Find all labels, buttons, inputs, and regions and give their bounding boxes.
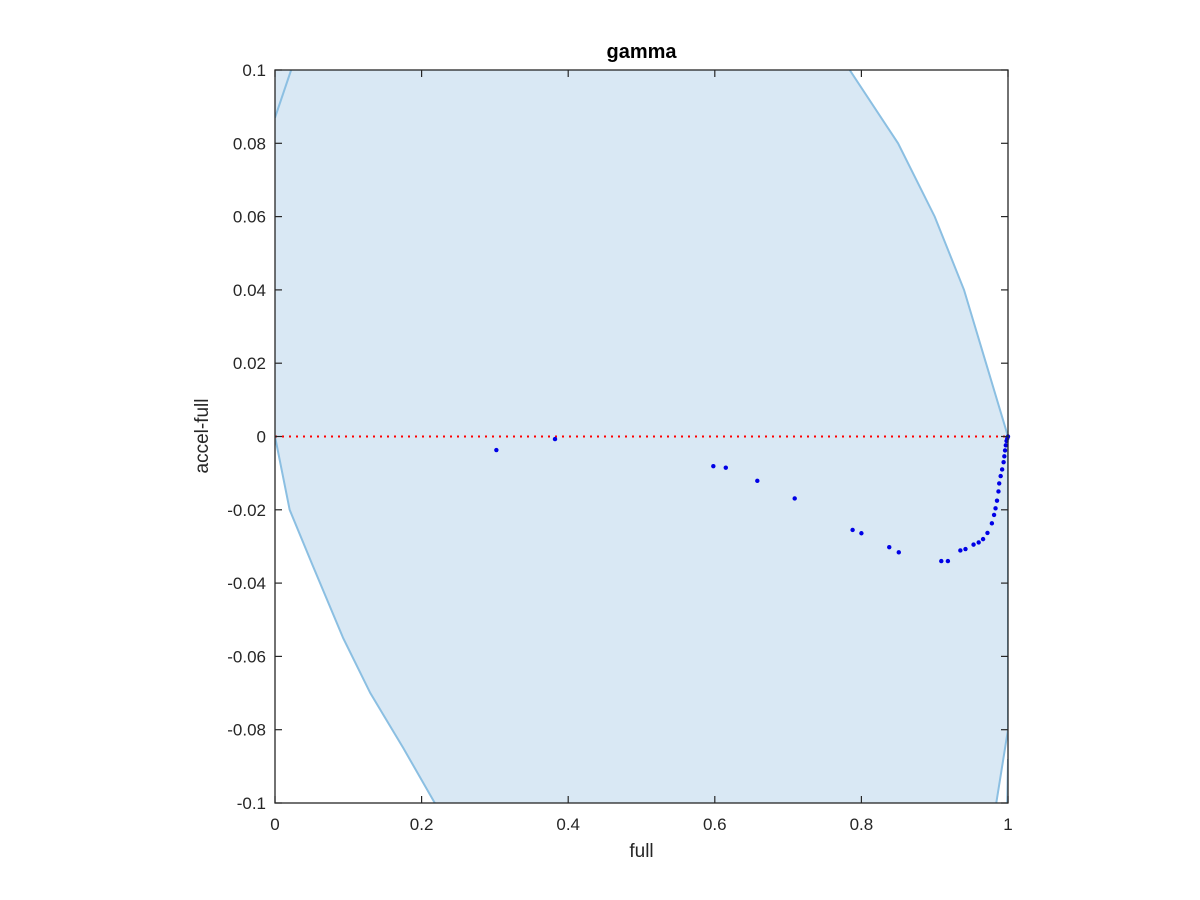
data-point — [850, 527, 855, 533]
data-point — [939, 558, 944, 564]
y-tick-label: -0.04 — [227, 574, 266, 593]
y-tick-label: 0.02 — [233, 354, 266, 373]
data-point — [971, 542, 976, 547]
feasible-region — [275, 70, 1008, 803]
data-point — [887, 544, 892, 550]
data-point — [711, 463, 716, 469]
y-tick-label: 0 — [257, 428, 266, 447]
data-point — [958, 548, 963, 553]
data-point — [976, 540, 981, 545]
chart-title: gamma — [606, 41, 677, 63]
data-point — [792, 496, 797, 501]
data-point — [997, 481, 1002, 486]
y-tick-label: -0.08 — [227, 721, 266, 740]
data-point — [859, 531, 864, 536]
region-left-edge-lower — [275, 436, 436, 803]
data-point — [723, 465, 728, 470]
region-left-edge-upper — [275, 70, 293, 118]
data-point — [980, 536, 986, 542]
data-point — [999, 467, 1005, 472]
data-point — [991, 512, 997, 518]
data-point — [1001, 459, 1006, 465]
y-tick-label: 0.04 — [233, 281, 266, 300]
y-tick-label: 0.08 — [233, 134, 266, 153]
data-point — [1002, 448, 1008, 453]
x-tick-label: 0.8 — [850, 815, 874, 834]
y-tick-label: -0.1 — [237, 794, 266, 813]
data-point — [985, 530, 990, 536]
x-tick-label: 0.4 — [556, 815, 580, 834]
data-point — [945, 558, 951, 564]
data-point — [896, 550, 901, 555]
y-tick-label: -0.02 — [227, 501, 266, 520]
data-point — [755, 478, 760, 484]
x-axis-label: full — [629, 841, 653, 862]
y-tick-label: 0.06 — [233, 208, 266, 227]
data-point — [998, 473, 1003, 479]
data-point — [1002, 454, 1007, 459]
y-ticks: -0.1 -0.08 -0.06 -0.04 -0.02 0 0.02 0.04 0.06 0.0… — [227, 61, 1008, 813]
y-tick-label: -0.06 — [227, 647, 266, 666]
data-point — [552, 436, 558, 442]
data-point — [963, 546, 968, 552]
region-fill — [275, 70, 1008, 803]
x-tick-label: 0.6 — [703, 815, 727, 834]
data-point — [1003, 443, 1009, 448]
x-tick-label: 0.2 — [410, 815, 434, 834]
data-point — [989, 521, 995, 526]
y-axis-label: accel-full — [192, 399, 213, 474]
region-right-edge — [848, 70, 1008, 803]
scatter-series — [494, 434, 1011, 564]
data-point — [994, 498, 1000, 503]
data-point — [996, 489, 1001, 494]
data-point — [494, 447, 499, 453]
y-tick-label: 0.1 — [242, 61, 266, 80]
x-ticks: 0 0.2 0.4 0.6 0.8 1 — [270, 70, 1013, 834]
x-tick-label: 0 — [270, 815, 279, 834]
x-tick-label: 1 — [1003, 815, 1012, 834]
data-point — [993, 506, 998, 511]
